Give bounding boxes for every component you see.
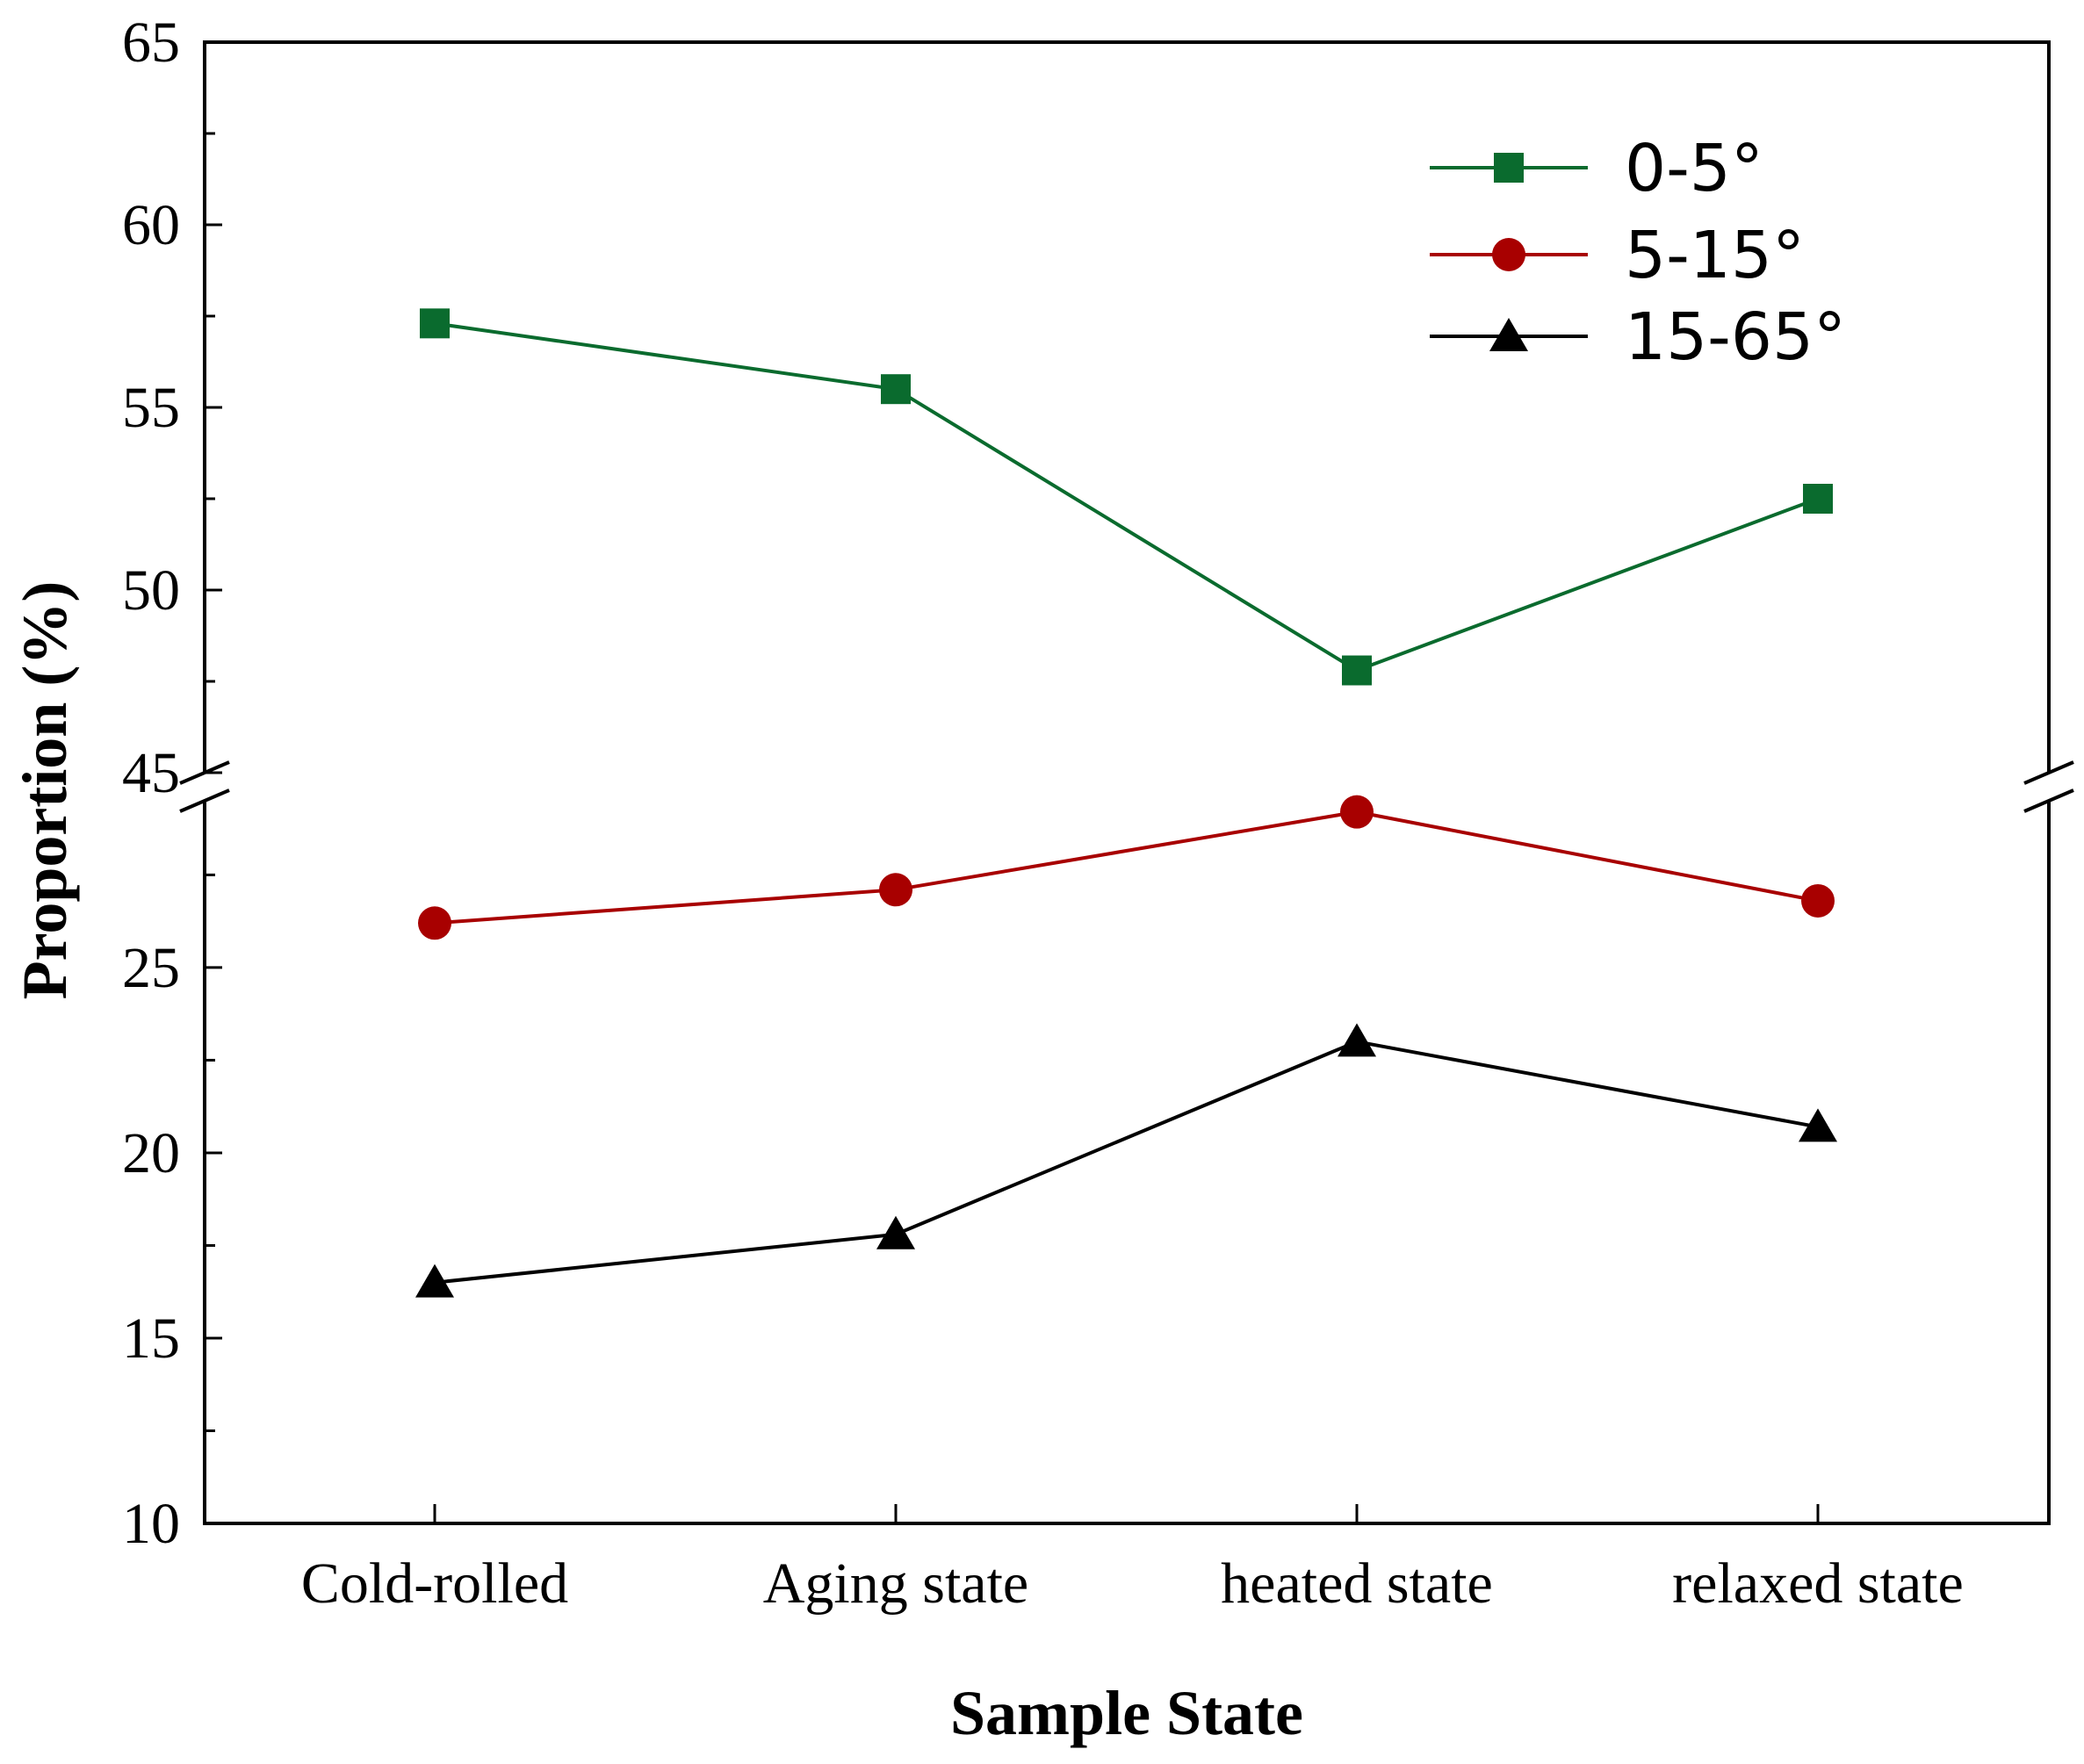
legend-marker (1489, 318, 1528, 351)
legend-entry: 5-15° (1430, 218, 1805, 293)
data-point (1338, 1023, 1376, 1057)
ticks: 10 15 20 25 45 50 55 60 65 Cold-rolled Aging state… (122, 11, 1964, 1616)
y-tick-label: 15 (122, 1307, 180, 1371)
y-tick-label: 50 (122, 558, 180, 623)
legend-label: 5-15° (1625, 218, 1805, 293)
axis-break-mark-right (2023, 788, 2074, 813)
axis-break-mark-left (179, 788, 230, 813)
data-point (415, 1264, 454, 1298)
x-axis-title: Sample State (950, 1678, 1303, 1748)
y-tick-label: 10 (122, 1492, 180, 1556)
data-point (879, 873, 912, 907)
frame-upper (203, 40, 2051, 773)
data-point (418, 906, 451, 940)
legend-marker (1492, 238, 1525, 271)
x-tick-label: relaxed state (1672, 1552, 1964, 1616)
data-point (1799, 1108, 1837, 1142)
y-tick-label: 60 (122, 193, 180, 257)
y-tick-label: 20 (122, 1121, 180, 1185)
legend-entry: 0-5° (1430, 131, 1763, 206)
series-1 (420, 308, 1833, 686)
data-point (881, 374, 911, 405)
y-tick-label: 25 (122, 936, 180, 1000)
axis-break-mark-right (2023, 760, 2074, 785)
legend-marker (1494, 153, 1524, 183)
series-2 (418, 795, 1835, 940)
series-line (434, 1040, 1819, 1285)
x-tick-label: heated state (1221, 1552, 1493, 1616)
data-point (1803, 484, 1833, 514)
frame-lower (203, 801, 2051, 1525)
series-line (434, 321, 1819, 673)
data-point (1340, 795, 1374, 829)
y-tick-label: 65 (122, 11, 180, 75)
legend-label: 0-5° (1625, 131, 1763, 206)
y-axis-title: Proportion (%) (10, 581, 80, 1000)
data-point (420, 308, 450, 339)
data-point (1342, 655, 1372, 686)
series-layer (415, 308, 1837, 1298)
x-tick-label: Aging state (763, 1552, 1028, 1616)
legend-entry: 15-65° (1430, 299, 1846, 375)
legend-label: 15-65° (1625, 299, 1846, 375)
legend: 0-5° 5-15°15-65° (1430, 131, 1846, 375)
series-line (434, 810, 1819, 925)
y-tick-label: 45 (122, 741, 180, 805)
y-tick-label: 55 (122, 376, 180, 440)
x-tick-label: Cold-rolled (301, 1552, 568, 1616)
series-3 (415, 1023, 1837, 1298)
data-point (876, 1215, 915, 1249)
data-point (1801, 883, 1835, 918)
